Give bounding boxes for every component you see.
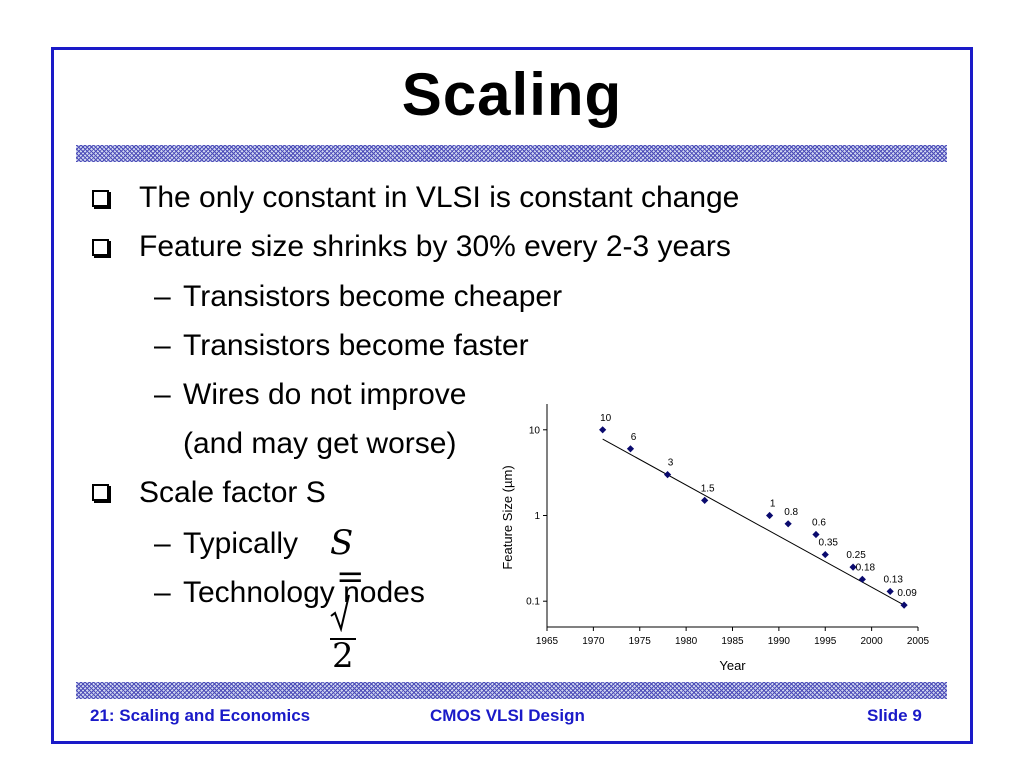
data-point	[812, 530, 820, 539]
sub-bullet-dash: –	[154, 378, 171, 411]
bullet-checkbox-icon	[92, 239, 109, 256]
sub-bullet-continuation: (and may get worse)	[183, 427, 457, 460]
data-label: 1.5	[701, 483, 715, 494]
x-tick-label: 1990	[768, 636, 791, 647]
chart-trendline-group	[602, 438, 905, 606]
data-point	[821, 550, 829, 559]
y-tick-label: 0.1	[526, 597, 540, 608]
bullet-item: Feature size shrinks by 30% every 2-3 ye…	[139, 230, 731, 263]
sub-bullet-item: Typically	[183, 527, 299, 560]
x-tick-label: 1970	[582, 636, 605, 647]
data-label: 0.18	[856, 562, 876, 573]
data-label: 0.35	[819, 538, 839, 549]
chart-axes: 1965 1970 1975 1980 1985 1990 1995 2000 20051010…	[500, 404, 930, 673]
data-point	[849, 563, 857, 571]
x-tick-label: 1995	[814, 636, 837, 647]
trendline	[602, 438, 905, 606]
equation-lhs: S	[330, 523, 354, 563]
y-tick-label: 1	[534, 511, 540, 522]
data-label: 0.13	[883, 574, 903, 585]
bullet-item: Scale factor S	[139, 476, 326, 509]
sqrt-icon	[330, 594, 350, 638]
y-axis-title: Feature Size (µm)	[500, 465, 515, 569]
sub-bullet-dash: –	[154, 576, 171, 609]
y-tick-label: 10	[529, 425, 541, 436]
equation-operator: =	[336, 557, 365, 597]
data-point	[886, 587, 894, 596]
data-label: 10	[600, 413, 612, 424]
sub-bullet-dash: –	[154, 527, 171, 560]
sub-bullet-dash: –	[154, 329, 171, 362]
sub-bullet-item: Wires do not improve	[183, 378, 467, 411]
footer-course: CMOS VLSI Design	[430, 706, 585, 725]
data-point	[701, 496, 709, 505]
data-label: 0.6	[812, 518, 826, 529]
sub-bullet-item: Transistors become faster	[183, 329, 529, 362]
data-label: 0.25	[846, 550, 866, 561]
data-label: 3	[668, 458, 674, 469]
x-axis-title: Year	[719, 658, 746, 673]
sub-bullet-dash: –	[154, 280, 171, 313]
x-tick-label: 1980	[675, 636, 698, 647]
footer-divider	[76, 682, 947, 699]
data-label: 1	[770, 499, 776, 510]
x-tick-label: 1985	[721, 636, 744, 647]
bullet-checkbox-icon	[92, 190, 109, 207]
data-label: 0.8	[784, 507, 798, 518]
data-label: 0.09	[897, 588, 917, 599]
data-point	[663, 471, 672, 479]
x-tick-label: 2000	[861, 636, 884, 647]
equation-radicand: 2	[330, 636, 356, 676]
data-point	[766, 511, 774, 520]
sub-bullet-item: Transistors become cheaper	[183, 280, 563, 313]
header-divider	[76, 145, 947, 162]
footer-chapter: 21: Scaling and Economics	[90, 706, 311, 725]
x-tick-label: 1975	[629, 636, 652, 647]
x-tick-label: 2005	[907, 636, 930, 647]
feature-size-chart: 1965 1970 1975 1980 1985 1990 1995 2000 20051010…	[500, 404, 930, 673]
data-point	[599, 426, 607, 434]
x-tick-label: 1965	[536, 636, 559, 647]
chart-points-group	[599, 426, 908, 609]
bullet-checkbox-icon	[92, 484, 109, 501]
bullet-item: The only constant in VLSI is constant ch…	[139, 181, 740, 214]
footer-slide-number: Slide 9	[867, 706, 922, 725]
chart-labels-group: 10 6 3 1.5 1 0.8 0.6 0.35 0.250.18 0.13 0.09	[600, 413, 917, 599]
data-point	[626, 445, 635, 453]
slide-frame	[51, 47, 973, 744]
equation-s-equals-root-2: S = 2	[330, 526, 371, 673]
sub-bullet-item: Technology nodes	[183, 576, 425, 609]
data-label: 6	[631, 432, 637, 443]
data-point	[858, 575, 866, 583]
data-point	[784, 520, 792, 528]
slide-title: Scaling	[401, 61, 623, 128]
data-point	[900, 601, 908, 609]
